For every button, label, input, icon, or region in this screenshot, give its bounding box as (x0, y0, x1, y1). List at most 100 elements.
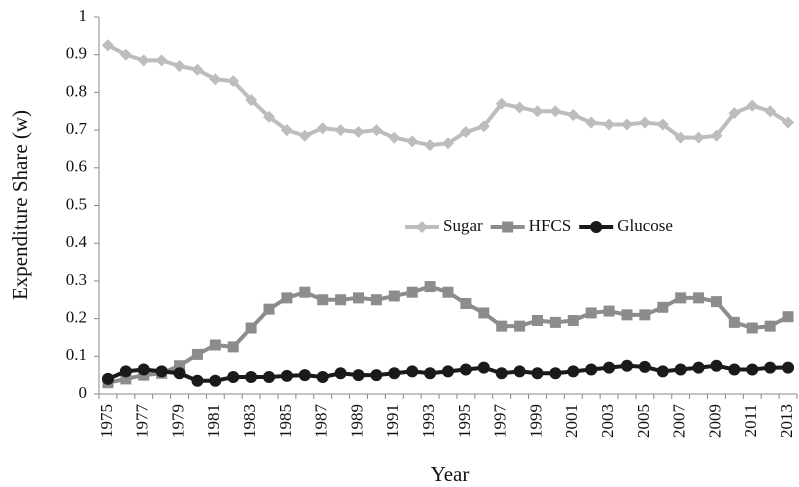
data-point (496, 320, 508, 332)
data-point (137, 363, 150, 376)
data-point (692, 361, 705, 374)
data-point (317, 294, 329, 306)
x-tick-label: 1989 (347, 404, 366, 438)
data-point (334, 124, 347, 137)
data-point (549, 367, 562, 380)
data-point (406, 286, 418, 298)
data-point (674, 131, 687, 144)
data-point (101, 39, 114, 52)
y-tick-label: 0.5 (66, 194, 87, 213)
data-point (477, 361, 490, 374)
data-point (478, 307, 490, 319)
data-point (567, 365, 580, 378)
y-tick-label: 0.8 (66, 81, 87, 100)
data-point (746, 363, 759, 376)
data-point (585, 307, 597, 319)
data-point (693, 292, 705, 304)
data-point (191, 374, 204, 387)
data-point (603, 305, 615, 317)
x-tick-label: 1983 (240, 404, 259, 438)
data-point (298, 129, 311, 142)
data-point (335, 294, 347, 306)
data-point (173, 60, 186, 73)
data-point (782, 361, 795, 374)
data-point (137, 54, 150, 67)
data-point (495, 367, 508, 380)
data-point (263, 110, 276, 123)
data-point (191, 63, 204, 76)
data-point (370, 124, 383, 137)
data-point (728, 107, 741, 120)
x-tick-label: 2005 (634, 404, 653, 438)
data-point (280, 124, 293, 137)
y-axis-title: Expenditure Share (w) (8, 110, 32, 300)
data-point (710, 129, 723, 142)
data-point (424, 367, 437, 380)
data-point (764, 320, 776, 332)
legend-item: HFCS (490, 216, 571, 235)
data-point (638, 360, 651, 373)
data-point (353, 292, 365, 304)
x-tick-label: 2001 (562, 404, 581, 438)
x-tick-label: 1979 (168, 404, 187, 438)
data-point (227, 341, 239, 353)
data-point (334, 367, 347, 380)
data-point (621, 309, 633, 321)
data-point (728, 363, 741, 376)
x-tick-label: 1999 (526, 404, 545, 438)
x-axis-title: Year (431, 462, 470, 486)
data-point (514, 320, 526, 332)
data-point (245, 93, 258, 106)
data-point (639, 309, 651, 321)
data-point (227, 371, 240, 384)
data-point (585, 363, 598, 376)
x-tick-label: 2003 (598, 404, 617, 438)
data-point (513, 101, 526, 114)
data-point (710, 296, 722, 308)
data-point (352, 125, 365, 138)
legend-item: Glucose (579, 216, 673, 235)
data-point (424, 281, 436, 293)
data-point (513, 365, 526, 378)
x-tick-label: 2011 (741, 404, 760, 437)
x-tick-label: 2009 (705, 404, 724, 438)
data-point (120, 373, 132, 385)
data-point (388, 131, 401, 144)
data-point (406, 135, 419, 148)
y-tick-label: 0.3 (66, 270, 87, 289)
x-tick-label: 1993 (419, 404, 438, 438)
data-point (620, 118, 633, 131)
y-tick-label: 0.2 (66, 308, 87, 327)
data-point (657, 301, 669, 313)
legend-item: Sugar (405, 216, 483, 235)
data-point (710, 359, 723, 372)
data-point (245, 371, 258, 384)
legend: Sugar HFCS Glucose (405, 216, 673, 235)
data-point (388, 290, 400, 302)
data-point (764, 105, 777, 118)
x-tick-label: 1975 (97, 404, 116, 438)
x-tick-label: 2007 (670, 404, 689, 439)
data-point (209, 374, 222, 387)
y-tick-label: 0.7 (66, 119, 88, 138)
data-point (173, 367, 186, 380)
data-point (191, 348, 203, 360)
data-point (263, 303, 275, 315)
legend-marker (502, 221, 514, 233)
data-point (299, 286, 311, 298)
data-point (728, 316, 740, 328)
data-point (495, 97, 508, 110)
data-point (281, 292, 293, 304)
data-point (549, 316, 561, 328)
data-point (370, 369, 383, 382)
data-point (424, 139, 437, 152)
x-tick-label: 1987 (312, 404, 331, 439)
x-tick-label: 1997 (491, 404, 510, 439)
data-point (531, 367, 544, 380)
data-point (656, 365, 669, 378)
data-point (603, 361, 616, 374)
data-point (155, 54, 168, 67)
data-point (280, 369, 293, 382)
y-tick-label: 0.4 (66, 232, 88, 251)
